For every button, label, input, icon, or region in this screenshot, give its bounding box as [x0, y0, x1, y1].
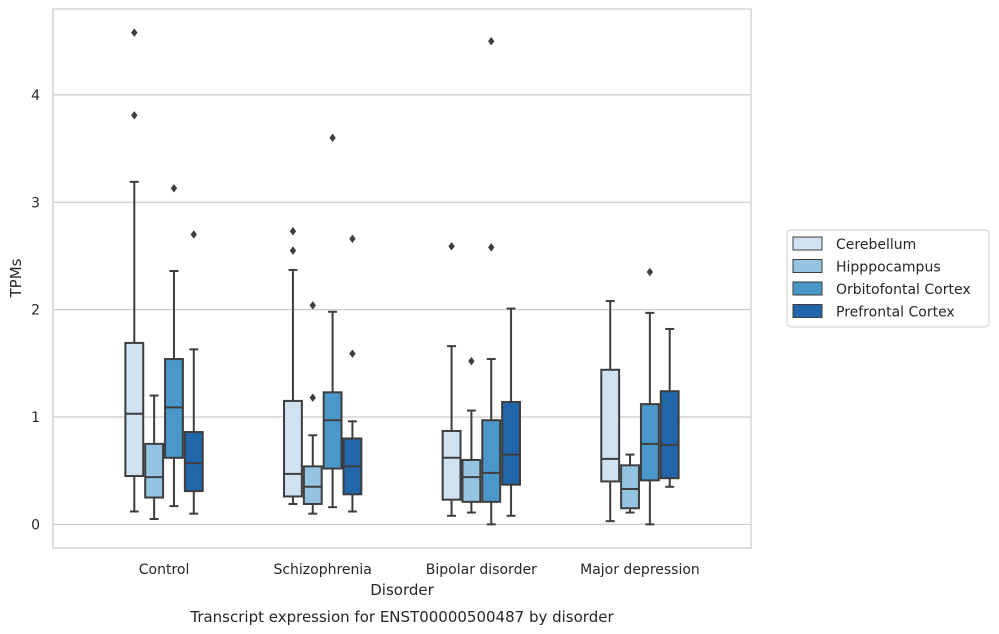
y-axis-ticks: 0 1 2 3 4: [31, 88, 40, 533]
box-0-0: [124, 28, 145, 513]
box-body: [302, 465, 323, 505]
x-tick-label: Control: [139, 562, 190, 578]
legend-swatch: [792, 281, 823, 296]
box-0-2: [164, 184, 184, 508]
outlier-point: [448, 242, 455, 251]
box-body: [461, 458, 482, 503]
x-tick-label: Major depression: [580, 562, 700, 578]
y-tick-label: 1: [31, 410, 40, 426]
box-body: [124, 341, 145, 478]
box-body: [620, 464, 640, 510]
box-body: [144, 442, 165, 499]
box-body: [322, 391, 343, 470]
box-1-0: [283, 227, 303, 505]
legend-label: Prefrontal Cortex: [836, 305, 955, 321]
outlier-point: [289, 227, 297, 236]
box-0-3: [183, 230, 204, 515]
box-body: [441, 429, 462, 501]
x-axis-ticks: Control Schizophrenia Bipolar disorder Majo…: [139, 562, 700, 578]
legend-label: Hipppocampus: [836, 260, 941, 276]
box-body: [501, 400, 521, 486]
legend-swatch: [792, 259, 823, 273]
outlier-point: [131, 111, 138, 120]
outlier-point: [646, 267, 654, 277]
box-2-1: [461, 356, 482, 514]
outlier-point: [289, 246, 297, 255]
outlier-point: [309, 393, 316, 402]
x-tick-label: Bipolar disorder: [426, 562, 537, 578]
outlier-point: [488, 37, 495, 46]
box-3-1: [620, 453, 640, 514]
box-body: [283, 399, 303, 498]
outlier-point: [468, 356, 475, 366]
y-tick-label: 4: [31, 88, 40, 104]
box-body: [600, 368, 621, 483]
y-tick-label: 3: [31, 195, 40, 211]
y-axis-label: TPMs: [7, 258, 25, 298]
x-tick-label: Schizophrenia: [273, 562, 371, 578]
legend-label: Cerebellum: [836, 237, 916, 253]
legend-swatch: [792, 304, 823, 318]
chart-caption: Transcript expression for ENST0000050048…: [189, 608, 614, 626]
box-2-3: [501, 307, 521, 517]
boxes-layer: [124, 28, 680, 526]
legend-frame: [786, 229, 990, 328]
box-1-2: [322, 133, 343, 509]
outlier-point: [170, 184, 178, 193]
box-body: [659, 390, 680, 480]
box-3-3: [659, 327, 680, 488]
box-body: [183, 431, 204, 493]
box-1-3: [342, 234, 363, 513]
box-1-1: [302, 301, 323, 515]
box-3-2: [639, 267, 660, 526]
outlier-point: [309, 301, 316, 310]
legend-swatch: [792, 236, 823, 251]
box-0-1: [144, 394, 165, 521]
outlier-point: [488, 243, 495, 252]
box-3-0: [600, 300, 621, 523]
y-tick-label: 0: [31, 517, 40, 533]
outlier-point: [190, 230, 197, 239]
outlier-point: [131, 28, 138, 37]
legend: Cerebellum Hipppocampus Orbitofontal Corte…: [786, 229, 990, 328]
outlier-point: [329, 133, 336, 143]
box-2-2: [481, 37, 502, 526]
box-body: [164, 358, 184, 459]
box-body: [639, 403, 660, 482]
legend-label: Orbitofontal Cortex: [836, 282, 971, 298]
x-axis-label: Disorder: [370, 581, 434, 599]
y-tick-label: 2: [31, 303, 40, 319]
outlier-point: [349, 349, 356, 358]
box-body: [481, 419, 502, 503]
outlier-point: [349, 234, 356, 243]
box-2-0: [441, 242, 462, 517]
